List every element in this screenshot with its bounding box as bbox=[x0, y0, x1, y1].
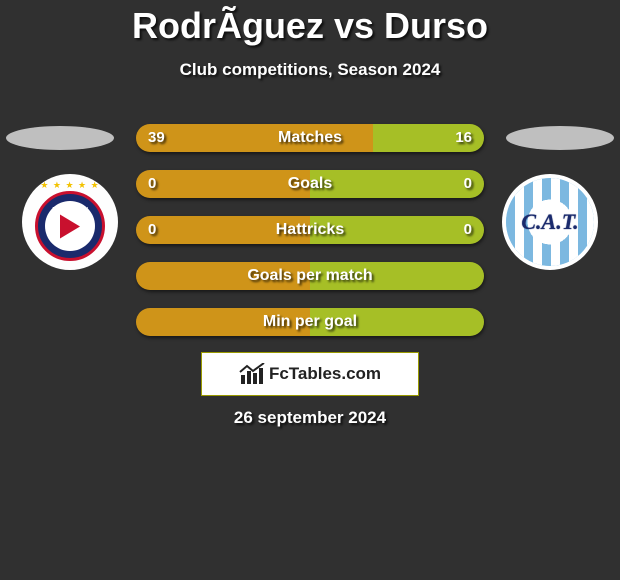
stat-bar: 39 Matches 16 bbox=[136, 124, 484, 152]
stat-bar: Min per goal bbox=[136, 308, 484, 336]
stat-bars: 39 Matches 16 0 Goals 0 0 Hattricks 0 Go… bbox=[136, 124, 484, 354]
bar-chart-icon bbox=[239, 363, 265, 385]
shadow-ellipse-right bbox=[506, 126, 614, 150]
stat-bar-label: Matches bbox=[136, 124, 484, 152]
stat-bar: Goals per match bbox=[136, 262, 484, 290]
crest-left-inner: ASOCIACION ATLETICA bbox=[35, 191, 105, 261]
stat-bar-right-value: 16 bbox=[455, 124, 472, 152]
brand-footer[interactable]: FcTables.com bbox=[201, 352, 419, 396]
crest-right-monogram: C.A.T. bbox=[521, 209, 578, 235]
crest-right: C.A.T. bbox=[502, 174, 598, 270]
stat-bar-right-value: 0 bbox=[464, 216, 472, 244]
stat-bar-label: Goals per match bbox=[136, 262, 484, 290]
stat-bar: 0 Hattricks 0 bbox=[136, 216, 484, 244]
stat-bar-label: Goals bbox=[136, 170, 484, 198]
brand-footer-text: FcTables.com bbox=[269, 364, 381, 384]
stat-bar-right-value: 0 bbox=[464, 170, 472, 198]
page-title: RodrÃ­guez vs Durso bbox=[0, 0, 620, 46]
stat-bar: 0 Goals 0 bbox=[136, 170, 484, 198]
date-label: 26 september 2024 bbox=[0, 408, 620, 428]
subtitle: Club competitions, Season 2024 bbox=[0, 60, 620, 80]
crest-left: ★ ★ ★ ★ ★ ASOCIACION ATLETICA bbox=[22, 174, 118, 270]
stat-bar-label: Hattricks bbox=[136, 216, 484, 244]
crest-left-pennant-icon bbox=[60, 214, 80, 238]
crest-left-stars: ★ ★ ★ ★ ★ bbox=[40, 180, 99, 191]
stat-bar-label: Min per goal bbox=[136, 308, 484, 336]
shadow-ellipse-left bbox=[6, 126, 114, 150]
